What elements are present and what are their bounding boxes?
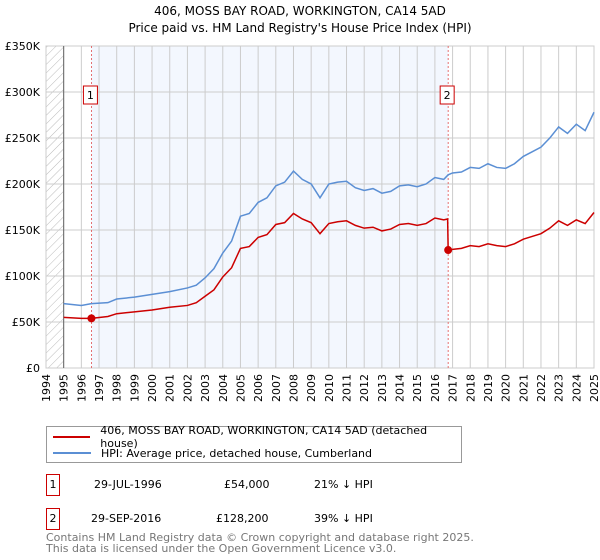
x-tick-label: 2025	[588, 374, 600, 402]
sale-label: 2	[444, 89, 451, 102]
legend-label: 406, MOSS BAY ROAD, WORKINGTON, CA14 5AD…	[100, 424, 428, 450]
y-tick-label: £300K	[5, 86, 41, 99]
y-tick-label: £50K	[12, 316, 41, 329]
x-tick-label: 2004	[217, 374, 230, 402]
x-tick-label: 2018	[464, 374, 477, 402]
footer-licence: This data is licensed under the Open Gov…	[46, 542, 397, 555]
no-data-hatch	[46, 46, 64, 368]
x-tick-label: 2015	[411, 374, 424, 402]
x-tick-label: 1999	[128, 374, 141, 402]
transaction-price: £54,000	[224, 478, 270, 491]
transaction-marker: 1	[46, 474, 60, 496]
transaction-price: £128,200	[216, 512, 269, 525]
x-tick-label: 2006	[252, 374, 265, 402]
legend-item-property: 406, MOSS BAY ROAD, WORKINGTON, CA14 5AD…	[53, 424, 461, 450]
legend-label: HPI: Average price, detached house, Cumb…	[101, 446, 373, 460]
plot-area: 1994 1995 1996 1997 1998 1999 2000 2001 2002 2003…	[5, 40, 600, 402]
y-tick-label: £0	[26, 362, 40, 375]
x-tick-label: 2013	[376, 374, 389, 402]
x-tick-label: 2023	[553, 374, 566, 402]
x-tick-label: 2000	[146, 374, 159, 402]
sale-label-box	[82, 85, 98, 105]
legend: 406, MOSS BAY ROAD, WORKINGTON, CA14 5AD…	[46, 424, 462, 463]
x-tick-label: 2014	[394, 374, 407, 402]
sale-label: 1	[87, 89, 94, 102]
x-tick-label: 2020	[500, 374, 513, 402]
y-tick-label: £200K	[5, 178, 41, 191]
x-tick-label: 2012	[358, 374, 371, 402]
x-tick-label: 2021	[517, 374, 530, 402]
footer-copyright: Contains HM Land Registry data © Crown c…	[46, 531, 474, 544]
legend-swatch	[53, 436, 91, 438]
x-tick-label: 2016	[429, 374, 442, 402]
series-line	[63, 111, 595, 307]
x-tick-label: 2022	[535, 374, 548, 402]
ownership-period-shade	[91, 46, 449, 368]
x-tick-label: 2003	[199, 374, 212, 402]
series-line	[63, 212, 595, 320]
x-tick-label: 2011	[341, 374, 354, 402]
transaction-marker: 2	[46, 508, 60, 530]
x-tick-label: 2005	[234, 374, 247, 402]
sale-point	[87, 314, 96, 323]
y-tick-label: £350K	[5, 40, 41, 53]
sale-point	[444, 246, 453, 255]
x-tick-label: 2024	[570, 374, 583, 402]
chart-title: 406, MOSS BAY ROAD, WORKINGTON, CA14 5AD	[154, 4, 446, 18]
x-tick-label: 2008	[287, 374, 300, 402]
x-tick-label: 2017	[447, 374, 460, 402]
legend-swatch	[53, 452, 91, 454]
transaction-hpi: 21% ↓ HPI	[314, 478, 373, 491]
legend-item-hpi: HPI: Average price, detached house, Cumb…	[53, 445, 372, 461]
transaction-row: 1 29-JUL-1996 £54,000 21% ↓ HPI	[46, 474, 446, 496]
x-tick-label: 2001	[164, 374, 177, 402]
y-tick-label: £250K	[5, 132, 41, 145]
sale-label-box	[439, 85, 455, 105]
x-tick-label: 1996	[75, 374, 88, 402]
x-tick-label: 2002	[181, 374, 194, 402]
transaction-date: 29-SEP-2016	[91, 512, 162, 525]
chart-subtitle: Price paid vs. HM Land Registry's House …	[128, 21, 472, 35]
transaction-date: 29-JUL-1996	[94, 478, 162, 491]
x-tick-label: 2010	[323, 374, 336, 402]
x-tick-label: 2019	[482, 374, 495, 402]
transaction-hpi: 39% ↓ HPI	[314, 512, 373, 525]
x-tick-label: 1995	[58, 374, 71, 402]
x-tick-label: 1994	[40, 374, 53, 402]
x-tick-label: 1998	[111, 374, 124, 402]
x-tick-label: 2007	[270, 374, 283, 402]
transaction-row: 2 29-SEP-2016 £128,200 39% ↓ HPI	[46, 508, 446, 530]
x-tick-label: 2009	[305, 374, 318, 402]
x-tick-label: 1997	[93, 374, 106, 402]
y-tick-label: £100K	[5, 270, 41, 283]
y-tick-label: £150K	[5, 224, 41, 237]
